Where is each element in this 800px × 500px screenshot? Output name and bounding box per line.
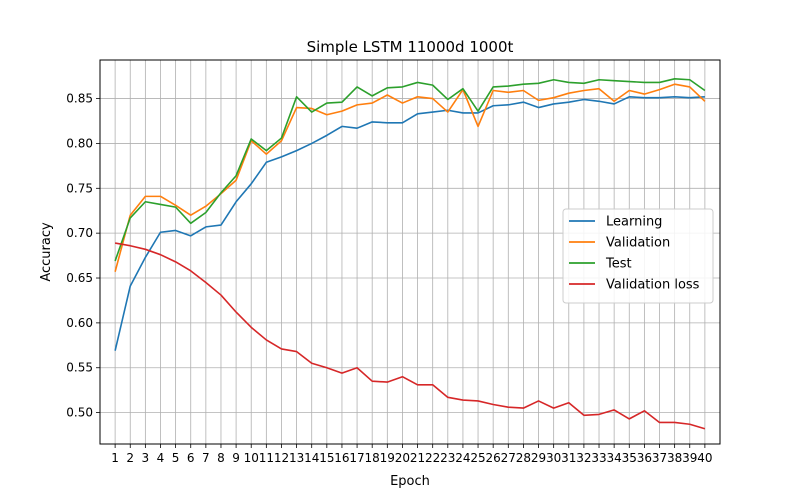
x-axis-label: Epoch bbox=[390, 474, 430, 489]
x-tick-label: 33 bbox=[591, 451, 606, 465]
x-tick-label: 35 bbox=[622, 451, 637, 465]
legend-box bbox=[562, 208, 714, 304]
plot-frame bbox=[99, 59, 721, 445]
x-tick-label: 15 bbox=[319, 451, 334, 465]
x-tick-label: 22 bbox=[425, 451, 440, 465]
x-tick-label: 31 bbox=[561, 451, 576, 465]
series-lines bbox=[114, 78, 706, 430]
x-tick-label: 11 bbox=[259, 451, 274, 465]
x-tick-label: 9 bbox=[232, 451, 240, 465]
x-tick-label: 10 bbox=[244, 451, 259, 465]
y-tick-label: 0.70 bbox=[66, 226, 93, 240]
legend-label: Validation bbox=[606, 236, 670, 251]
x-tick-label: 18 bbox=[365, 451, 380, 465]
x-tick-label: 17 bbox=[349, 451, 364, 465]
legend: Learning Validation Test Validation loss bbox=[562, 208, 714, 304]
x-axis-ticks: 1 2 3 4 5 6 7 8 9 10 11 12 13 14 15 16 17 18 19 20 21 22 23 24 2… bbox=[111, 444, 713, 465]
y-tick-label: 0.60 bbox=[66, 316, 93, 330]
series-line-test bbox=[114, 78, 706, 262]
legend-label: Validation loss bbox=[606, 278, 700, 293]
x-tick-label: 27 bbox=[501, 451, 516, 465]
legend-label: Test bbox=[605, 257, 632, 272]
x-tick-label: 40 bbox=[697, 451, 712, 465]
y-tick-label: 0.75 bbox=[66, 181, 93, 195]
x-tick-label: 34 bbox=[607, 451, 622, 465]
x-tick-label: 8 bbox=[217, 451, 225, 465]
x-tick-label: 21 bbox=[410, 451, 425, 465]
x-tick-label: 2 bbox=[126, 451, 134, 465]
series-line-learning bbox=[114, 95, 705, 351]
x-tick-label: 4 bbox=[157, 451, 165, 465]
x-tick-label: 32 bbox=[576, 451, 591, 465]
chart-title: Simple LSTM 11000d 1000t bbox=[307, 38, 514, 56]
y-tick-label: 0.85 bbox=[66, 92, 93, 106]
x-tick-label: 7 bbox=[202, 451, 210, 465]
x-tick-label: 25 bbox=[470, 451, 485, 465]
x-tick-label: 20 bbox=[395, 451, 410, 465]
x-tick-label: 5 bbox=[172, 451, 180, 465]
x-tick-label: 37 bbox=[652, 451, 667, 465]
x-tick-label: 39 bbox=[682, 451, 697, 465]
series-line-validation-loss bbox=[114, 242, 706, 430]
y-axis-ticks: 0.50 0.55 0.60 0.65 0.70 0.75 0.80 0.85 bbox=[66, 92, 100, 420]
y-tick-label: 0.80 bbox=[66, 136, 93, 150]
legend-label: Learning bbox=[606, 215, 662, 230]
x-tick-label: 30 bbox=[546, 451, 561, 465]
x-tick-label: 23 bbox=[440, 451, 455, 465]
x-tick-label: 13 bbox=[289, 451, 304, 465]
y-tick-label: 0.50 bbox=[66, 406, 93, 420]
x-tick-label: 38 bbox=[667, 451, 682, 465]
y-tick-label: 0.55 bbox=[66, 361, 93, 375]
x-tick-label: 6 bbox=[187, 451, 195, 465]
x-tick-label: 19 bbox=[380, 451, 395, 465]
x-tick-label: 3 bbox=[142, 451, 150, 465]
x-tick-label: 24 bbox=[455, 451, 470, 465]
x-tick-label: 16 bbox=[334, 451, 349, 465]
x-tick-label: 28 bbox=[516, 451, 531, 465]
y-tick-label: 0.65 bbox=[66, 271, 93, 285]
x-tick-label: 26 bbox=[486, 451, 501, 465]
x-tick-label: 1 bbox=[111, 451, 119, 465]
x-tick-label: 36 bbox=[637, 451, 652, 465]
x-tick-label: 14 bbox=[304, 451, 319, 465]
series-line-validation bbox=[114, 83, 706, 272]
y-axis-label: Accuracy bbox=[39, 222, 54, 282]
x-tick-label: 12 bbox=[274, 451, 289, 465]
x-tick-label: 29 bbox=[531, 451, 546, 465]
